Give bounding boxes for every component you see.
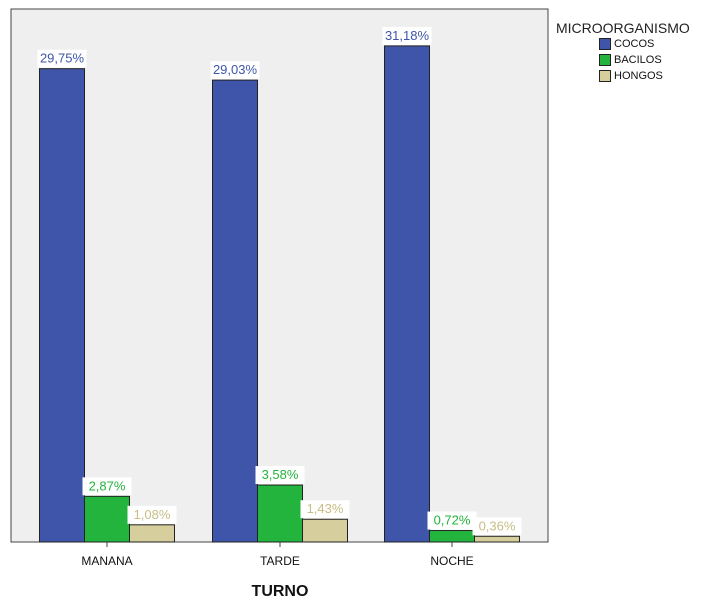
data-label-hongos-noche: 0,36%	[472, 517, 522, 536]
x-tick-label-noche: NOCHE	[430, 554, 473, 568]
legend: MICROORGANISMO COCOS BACILOS HONGOS	[556, 20, 690, 84]
data-label-bacilos-manana: 2,87%	[82, 477, 132, 496]
data-label-box	[382, 26, 432, 45]
data-label-text: 0,36%	[479, 518, 516, 533]
legend-item-bacilos: BACILOS	[599, 52, 690, 68]
data-label-cocos-tarde: 29,03%	[210, 61, 260, 80]
plot-area	[10, 8, 549, 543]
data-label-bacilos-noche: 0,72%	[427, 511, 477, 530]
data-label-box	[82, 477, 132, 496]
data-label-text: 29,75%	[40, 51, 85, 66]
data-label-text: 1,43%	[307, 501, 344, 516]
data-label-box	[300, 500, 350, 519]
data-label-box	[427, 511, 477, 530]
x-axis-ticks: MANANA TARDE NOCHE	[81, 542, 474, 568]
legend-item-cocos: COCOS	[599, 36, 690, 52]
data-label-text: 0,72%	[434, 513, 471, 528]
bar-cocos-manana	[39, 68, 85, 543]
data-label-box	[255, 466, 305, 485]
legend-swatch-bacilos	[599, 54, 611, 66]
data-label-text: 29,03%	[213, 62, 258, 77]
data-label-text: 31,18%	[385, 28, 430, 43]
data-label-hongos-tarde: 1,43%	[300, 500, 350, 519]
legend-label-bacilos: BACILOS	[614, 54, 662, 66]
data-label-text: 2,87%	[89, 478, 126, 493]
bars-layer	[39, 45, 520, 543]
x-axis-title: TURNO	[251, 583, 309, 600]
data-labels-layer: 29,75% 2,87% 1,08% 29,03% 3,58% 1,43% 31,18% 0,…	[37, 26, 522, 536]
x-tick-label-manana: MANANA	[81, 554, 132, 568]
data-label-cocos-noche: 31,18%	[382, 26, 432, 45]
data-label-box	[37, 49, 87, 68]
bar-bacilos-manana	[84, 495, 130, 543]
data-label-box	[210, 61, 260, 80]
bar-cocos-tarde	[212, 79, 258, 543]
bar-bacilos-noche	[429, 530, 475, 543]
data-label-text: 3,58%	[262, 467, 299, 482]
legend-label-cocos: COCOS	[614, 38, 655, 50]
legend-item-hongos: HONGOS	[599, 68, 690, 84]
bar-cocos-noche	[384, 45, 430, 543]
data-label-bacilos-tarde: 3,58%	[255, 466, 305, 485]
data-label-box	[127, 505, 177, 524]
x-tick-label-tarde: TARDE	[260, 554, 300, 568]
bar-hongos-noche	[474, 535, 520, 543]
data-label-hongos-manana: 1,08%	[127, 505, 177, 524]
legend-swatch-hongos	[599, 70, 611, 82]
data-label-text: 1,08%	[134, 507, 171, 522]
bar-bacilos-tarde	[257, 484, 303, 543]
bar-hongos-manana	[129, 524, 175, 543]
data-label-box	[472, 517, 522, 536]
legend-swatch-cocos	[599, 38, 611, 50]
data-label-cocos-manana: 29,75%	[37, 49, 87, 68]
bar-hongos-tarde	[302, 518, 348, 543]
legend-title: MICROORGANISMO	[556, 20, 690, 36]
legend-label-hongos: HONGOS	[614, 70, 663, 82]
